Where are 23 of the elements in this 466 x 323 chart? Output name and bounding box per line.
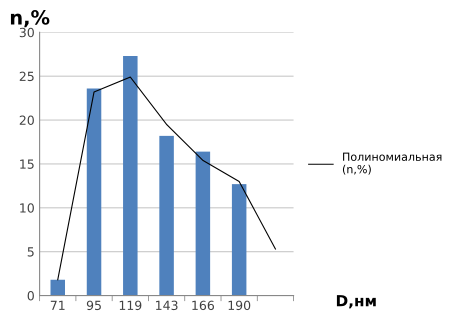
x-tick-label: 119 <box>120 300 142 310</box>
x-tick-label: 95 <box>86 300 101 310</box>
x-tick-label: 166 <box>192 300 214 310</box>
line-series <box>57 76 276 280</box>
bar <box>196 152 210 296</box>
bar <box>159 136 174 296</box>
y-tick-label: 15 <box>20 160 34 169</box>
bar <box>86 88 102 296</box>
x-tick-label: 143 <box>156 300 178 310</box>
y-tick-label: 10 <box>20 203 34 213</box>
bar <box>50 280 66 296</box>
y-tick-label: 25 <box>20 72 34 82</box>
x-tick-label: 71 <box>50 300 65 310</box>
y-tick-label: 20 <box>20 116 34 125</box>
bar <box>123 56 138 296</box>
bar <box>232 184 246 296</box>
x-axis-title: D,нм <box>336 295 376 308</box>
y-axis-title: n,% <box>10 10 50 28</box>
y-tick-label: 0 <box>28 291 34 300</box>
y-tick-label: 30 <box>20 28 34 38</box>
x-tick-label: 190 <box>228 300 250 310</box>
y-tick-label: 5 <box>28 247 34 257</box>
legend-label: Полиномиальная (n,%) <box>342 152 442 175</box>
